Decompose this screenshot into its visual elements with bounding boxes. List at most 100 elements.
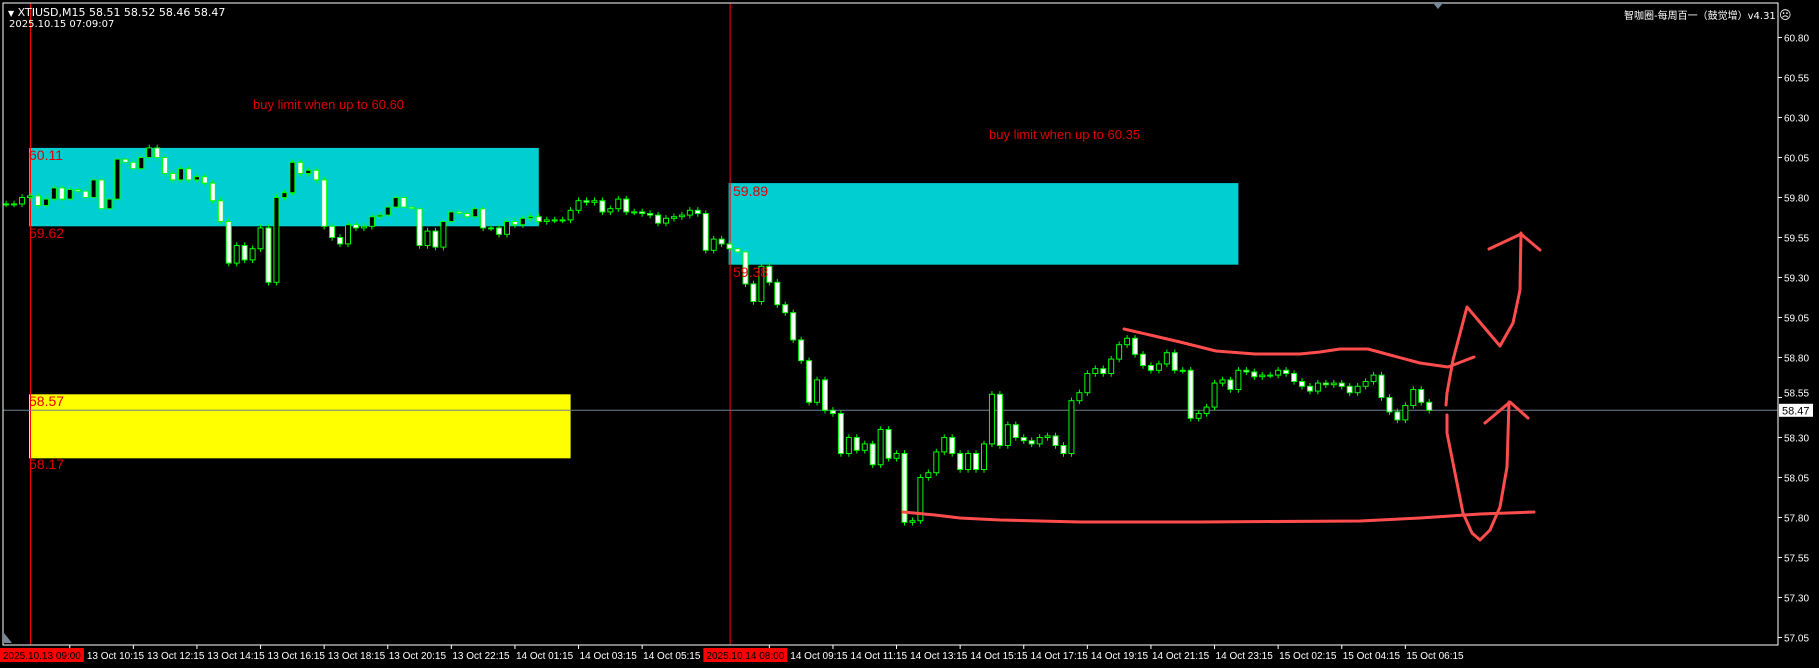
candle <box>392 194 399 211</box>
candle <box>941 434 948 456</box>
candle <box>1251 368 1258 380</box>
candle-body <box>504 221 510 235</box>
candle-body <box>973 453 980 470</box>
candle <box>289 159 296 196</box>
candle <box>1346 383 1353 396</box>
candle-body <box>1402 405 1409 421</box>
candle-body <box>58 187 65 200</box>
candle-body <box>1291 373 1298 382</box>
candle-body <box>599 200 606 213</box>
candle-body <box>1299 381 1305 387</box>
candle-body <box>193 176 200 181</box>
candle-body <box>66 189 73 200</box>
candle <box>345 221 351 248</box>
candle-body <box>3 203 10 206</box>
candle-body <box>1179 369 1186 372</box>
candle-body <box>1171 352 1178 371</box>
candle <box>11 200 18 208</box>
candle <box>559 216 566 224</box>
collapse-triangle-icon[interactable]: ▼ <box>8 9 15 18</box>
candle <box>408 203 415 212</box>
candle-body <box>1211 382 1218 408</box>
candle-body <box>877 429 884 466</box>
candle <box>265 224 272 286</box>
candle <box>1132 335 1139 358</box>
candle-body <box>758 265 765 302</box>
candle <box>933 448 940 476</box>
y-tick-label: 59.55 <box>1784 234 1809 245</box>
candle-body <box>368 216 375 227</box>
candle <box>678 211 685 220</box>
symbol-header[interactable]: ▼ XTIUSD,M15 58.51 58.52 58.46 58.47 <box>8 6 225 19</box>
time-axis[interactable]: 13 Oct 10:15 13 Oct 12:15 13 Oct 14:15 13 O… <box>0 645 1464 662</box>
candle-body <box>186 168 192 181</box>
candle-body <box>925 472 932 479</box>
candle-body <box>209 182 216 202</box>
candle-body <box>1410 389 1417 406</box>
zone2-bottom-label: 59.38 <box>733 264 769 280</box>
price-zone-1[interactable] <box>29 147 539 227</box>
candle-body <box>527 216 534 219</box>
candle-body <box>1028 440 1035 445</box>
x-tick-label: 14 Oct 03:15 <box>580 651 638 662</box>
dip-then-rise-arrow <box>1445 400 1511 542</box>
candle <box>1124 335 1131 348</box>
candle <box>1283 367 1290 377</box>
x-tick-label: 14 Oct 13:15 <box>910 651 968 662</box>
candle <box>1322 379 1329 388</box>
candle-body <box>19 197 26 205</box>
candle <box>599 197 606 216</box>
candle <box>655 211 662 227</box>
candle-body <box>1243 369 1250 373</box>
y-tick-label: 58.80 <box>1784 354 1809 365</box>
candle <box>249 245 256 264</box>
candle-body <box>750 283 757 302</box>
candle-body <box>146 147 153 158</box>
price-axis[interactable]: 60.80 60.55 60.30 60.05 59.80 59.55 59.30 59.05… <box>1778 34 1809 645</box>
candle <box>885 426 892 462</box>
candle <box>1147 362 1154 374</box>
price-zone-3[interactable] <box>29 394 571 459</box>
candle-body <box>1346 385 1353 394</box>
candle <box>1370 371 1377 385</box>
y-tick-label: 60.55 <box>1784 74 1809 85</box>
candle-body <box>1155 363 1162 371</box>
price-zone-2[interactable] <box>728 183 1239 265</box>
x-tick-label: 13 Oct 14:15 <box>207 651 265 662</box>
candle-body <box>845 437 852 454</box>
candle-body <box>138 157 145 170</box>
candle <box>337 234 344 248</box>
candle-body <box>1386 397 1393 413</box>
y-tick-label: 58.55 <box>1784 388 1809 399</box>
candle-body <box>766 265 773 283</box>
candle-body <box>647 213 654 216</box>
candle <box>853 434 860 454</box>
candle-body <box>726 243 733 250</box>
candle-body <box>1314 382 1321 392</box>
candle-body <box>360 225 367 229</box>
candle <box>615 195 622 212</box>
candle-body <box>742 251 749 285</box>
sad-face-icon[interactable]: ☹ <box>1778 8 1792 22</box>
chart-shift-marker-icon[interactable] <box>1433 3 1443 9</box>
candle-body <box>265 227 272 283</box>
candle <box>3 200 10 208</box>
y-tick-label: 59.80 <box>1784 194 1809 205</box>
hand-drawn-annotations <box>901 231 1542 542</box>
candle <box>519 215 526 228</box>
candle <box>766 263 773 286</box>
candle <box>376 211 383 220</box>
candle <box>50 184 57 203</box>
candle <box>297 159 304 177</box>
candle <box>114 155 121 203</box>
scroll-marker-icon[interactable] <box>4 633 12 643</box>
candle-body <box>917 477 924 522</box>
candle <box>1004 421 1011 449</box>
candle-body <box>1100 368 1107 375</box>
candle <box>718 235 725 248</box>
candle-body <box>663 217 669 224</box>
candle-body <box>297 161 304 175</box>
candle-body <box>114 158 121 200</box>
y-tick-label: 59.30 <box>1784 274 1809 285</box>
